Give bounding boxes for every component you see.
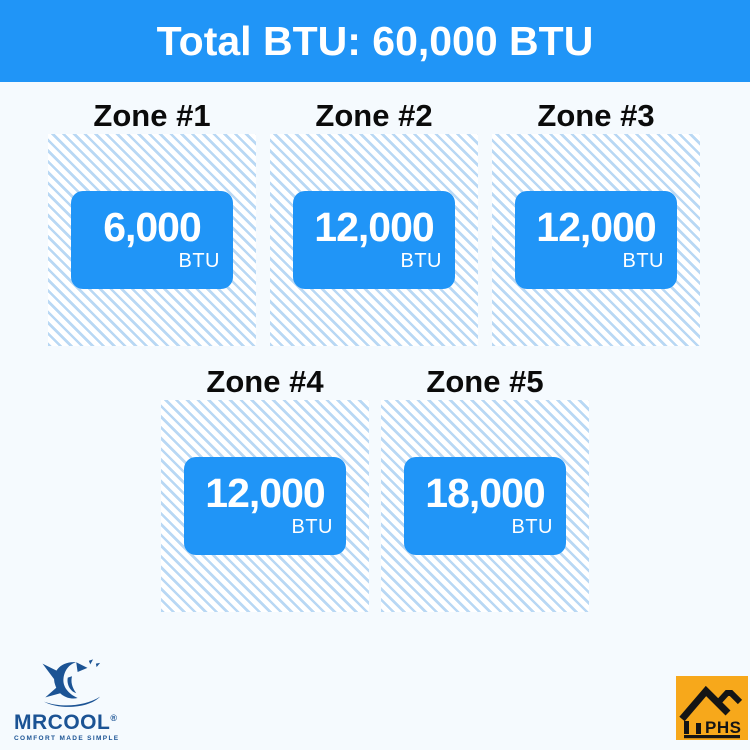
zone-5-btu-value: 18,000 bbox=[425, 470, 545, 517]
mrcool-brand-text: MRCOOL bbox=[14, 711, 111, 734]
zone-3-title: Zone #3 bbox=[537, 98, 655, 133]
zone-3: Zone #3 12,000 BTU bbox=[492, 98, 700, 346]
zone-2-btu-card: 12,000 BTU bbox=[293, 191, 455, 289]
zone-1: Zone #1 6,000 BTU bbox=[48, 98, 256, 346]
mrcool-tagline: COMFORT MADE SIMPLE bbox=[14, 735, 120, 742]
zone-1-hatch-box: 6,000 BTU bbox=[48, 134, 256, 346]
zone-5-title: Zone #5 bbox=[426, 364, 544, 399]
zone-4-hatch-box: 12,000 BTU bbox=[161, 400, 369, 612]
zone-5-btu-card: 18,000 BTU bbox=[404, 457, 566, 555]
zone-2-btu-unit: BTU bbox=[400, 249, 442, 272]
phs-house-icon: PHS bbox=[676, 676, 748, 740]
phs-logo: PHS bbox=[676, 676, 748, 740]
zone-3-btu-unit: BTU bbox=[622, 249, 664, 272]
mrcool-wordmark: MRCOOL® bbox=[14, 712, 118, 733]
zone-2-title: Zone #2 bbox=[315, 98, 433, 133]
zone-3-hatch-box: 12,000 BTU bbox=[492, 134, 700, 346]
zone-3-btu-value: 12,000 bbox=[536, 204, 656, 251]
zone-5: Zone #5 18,000 BTU bbox=[381, 364, 589, 612]
header-banner: Total BTU: 60,000 BTU bbox=[0, 0, 750, 82]
mrcool-logo: MRCOOL® COMFORT MADE SIMPLE bbox=[14, 658, 118, 742]
zone-4-btu-value: 12,000 bbox=[205, 470, 325, 517]
zone-1-btu-value: 6,000 bbox=[103, 204, 202, 251]
zone-2: Zone #2 12,000 BTU bbox=[270, 98, 478, 346]
phs-label-text: PHS bbox=[705, 718, 741, 737]
total-btu-title: Total BTU: 60,000 BTU bbox=[156, 17, 594, 64]
zone-1-title: Zone #1 bbox=[93, 98, 211, 133]
zone-4: Zone #4 12,000 BTU bbox=[161, 364, 369, 612]
zone-1-btu-card: 6,000 BTU bbox=[71, 191, 233, 289]
zone-2-hatch-box: 12,000 BTU bbox=[270, 134, 478, 346]
zone-3-btu-card: 12,000 BTU bbox=[515, 191, 677, 289]
zone-2-btu-value: 12,000 bbox=[314, 204, 434, 251]
zone-1-btu-unit: BTU bbox=[178, 249, 220, 272]
zone-4-title: Zone #4 bbox=[206, 364, 324, 399]
zone-5-hatch-box: 18,000 BTU bbox=[381, 400, 589, 612]
mrcool-penguin-icon bbox=[42, 659, 101, 707]
zone-5-btu-unit: BTU bbox=[511, 515, 553, 538]
zone-4-btu-card: 12,000 BTU bbox=[184, 457, 346, 555]
zone-4-btu-unit: BTU bbox=[291, 515, 333, 538]
registered-mark: ® bbox=[110, 713, 118, 723]
